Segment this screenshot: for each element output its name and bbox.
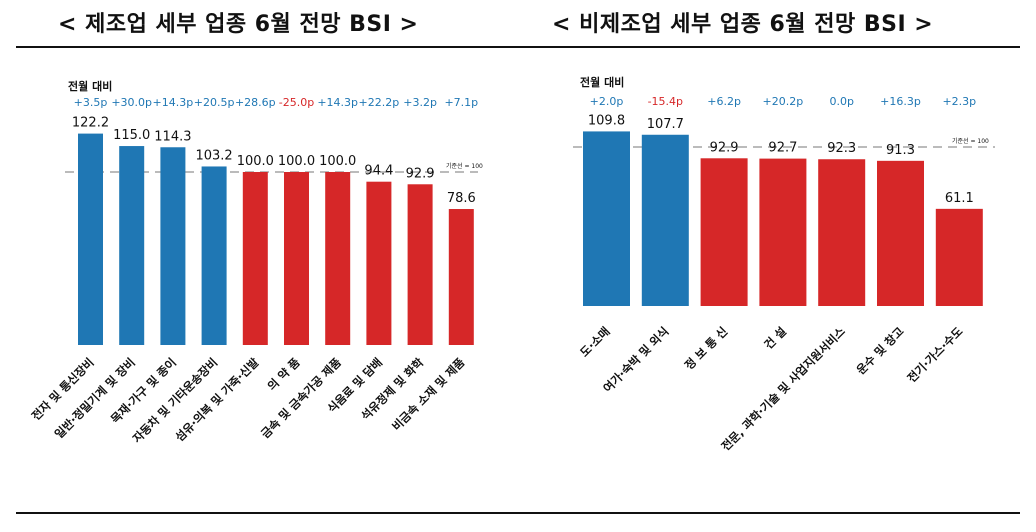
mfg-bar [242, 172, 268, 345]
nonmfg-value-label: 61.1 [945, 191, 974, 206]
mfg-change-label: +28.6p [235, 96, 276, 109]
top-divider [16, 46, 1020, 48]
nonmfg-change-header: 전월 대비 [580, 75, 624, 89]
nonmfg-bar [877, 160, 924, 306]
mfg-value-label: 114.3 [154, 129, 191, 144]
mfg-change-label: -25.0p [279, 96, 314, 109]
nonmfg-category-label: 정 보 통 신 [682, 324, 730, 372]
nonmfg-change-label: +16.3p [880, 95, 921, 108]
mfg-bar [119, 146, 145, 345]
nonmfg-value-label: 92.3 [827, 141, 856, 156]
mfg-bar [407, 184, 433, 345]
nonmfg-baseline-label: 기준선 = 100 [952, 137, 989, 145]
nonmfg-category-label: 전기·가스·수도 [904, 324, 965, 385]
mfg-value-label: 122.2 [72, 116, 109, 131]
manufacturing-chart-title: < 제조업 세부 업종 6월 전망 BSI > [58, 12, 419, 37]
mfg-category-label: 의 약 품 [265, 355, 303, 393]
mfg-change-label: +14.3p [317, 96, 358, 109]
nonmfg-value-label: 92.9 [710, 140, 739, 155]
nonmfg-category-label: 운수 및 창고 [854, 324, 907, 377]
mfg-change-label: +14.3p [153, 96, 194, 109]
nonmfg-change-label: -15.4p [648, 95, 683, 108]
nonmfg-value-label: 109.8 [588, 113, 625, 128]
mfg-value-label: 92.9 [406, 166, 435, 181]
mfg-value-label: 78.6 [447, 191, 476, 206]
mfg-change-header: 전월 대비 [68, 79, 112, 93]
non-manufacturing-chart-title: < 비제조업 세부 업종 6월 전망 BSI > [552, 12, 934, 37]
mfg-category-label: 섬유·의복 및 가죽·신발 [172, 355, 261, 444]
mfg-value-label: 100.0 [319, 154, 356, 169]
mfg-bar [78, 133, 103, 345]
mfg-change-label: +30.0p [111, 96, 152, 109]
nonmfg-category-label: 건 설 [761, 324, 789, 352]
nonmfg-bar [641, 134, 689, 306]
mfg-change-label: +20.5p [194, 96, 235, 109]
mfg-change-label: +22.2p [359, 96, 400, 109]
mfg-change-label: +7.1p [444, 96, 478, 109]
mfg-value-label: 100.0 [237, 154, 274, 169]
nonmfg-bar [583, 131, 630, 306]
mfg-value-label: 103.2 [195, 148, 232, 163]
mfg-value-label: 94.4 [364, 164, 393, 179]
nonmfg-bar [818, 159, 866, 306]
mfg-bar [325, 172, 351, 345]
mfg-value-label: 115.0 [113, 128, 150, 143]
nonmfg-change-label: 0.0p [829, 95, 853, 108]
mfg-category-label: 비금속 소재 및 제품 [389, 355, 468, 434]
mfg-value-label: 100.0 [278, 154, 315, 169]
nonmfg-bar [759, 158, 807, 306]
mfg-bar [448, 209, 474, 345]
nonmfg-change-label: +6.2p [707, 95, 741, 108]
mfg-bar [366, 181, 392, 345]
nonmfg-category-label: 전문, 과학·기술 및 사업지원서비스 [719, 324, 849, 454]
bottom-divider [16, 512, 1020, 514]
nonmfg-change-label: +20.2p [763, 95, 804, 108]
mfg-baseline-label: 기준선 = 100 [446, 162, 483, 170]
mfg-bar [160, 147, 186, 345]
nonmfg-change-label: +2.0p [590, 95, 624, 108]
mfg-change-label: +3.2p [403, 96, 437, 109]
nonmfg-value-label: 91.3 [886, 143, 915, 158]
mfg-change-label: +3.5p [74, 96, 108, 109]
nonmfg-value-label: 107.7 [647, 117, 684, 132]
mfg-bar [284, 172, 309, 345]
nonmfg-bar [700, 158, 748, 306]
nonmfg-value-label: 92.7 [768, 141, 797, 156]
nonmfg-change-label: +2.3p [942, 95, 976, 108]
nonmfg-bar [935, 208, 983, 306]
mfg-bar [201, 166, 227, 345]
nonmfg-category-label: 도·소매 [577, 324, 612, 359]
